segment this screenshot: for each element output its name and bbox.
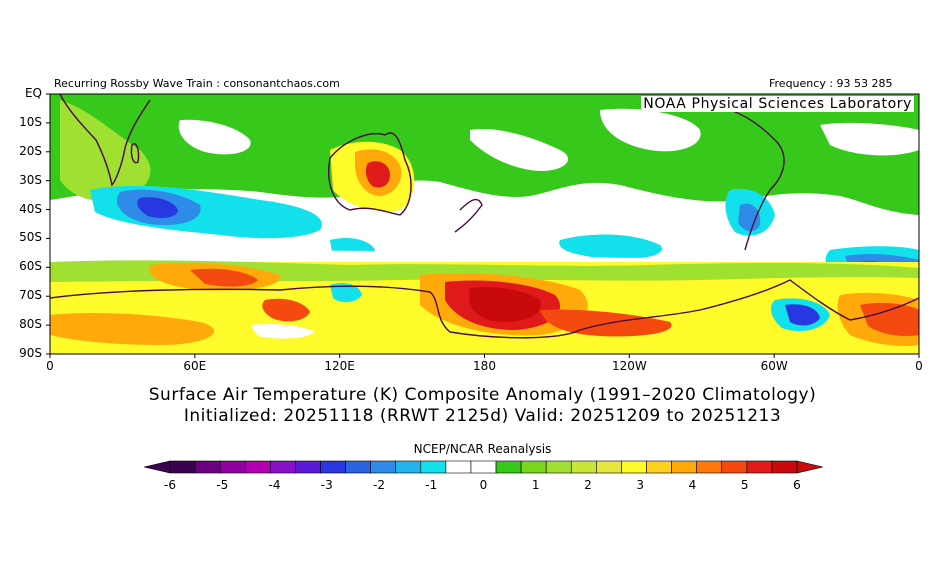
colorbar-tick-label: 0 [479,478,488,492]
coast-newzealand [454,198,483,233]
field-white-gap-2 [600,108,701,152]
colorbar-swatch [671,460,697,474]
colorbar-swatch [395,460,422,474]
field-tropics-green [50,94,919,215]
lon-label: 0 [46,359,54,373]
field-cyan-ant-pocket [330,283,362,303]
field-white-gap-3 [820,122,919,156]
lab-attribution: NOAA Physical Sciences Laboratory [641,96,914,112]
colorbar-tick-label: -3 [320,478,333,492]
coast-antarctica [50,279,919,339]
colorbar-swatch [420,460,447,474]
data-source: NCEP/NCAR Reanalysis [413,442,552,456]
coast-africa [59,94,151,187]
coast-australia [328,132,412,216]
lat-label: 60S [19,259,42,274]
colorbar-tick-label: 4 [688,478,697,492]
lat-label: 40S [19,201,42,216]
field-blue-samerica [738,203,761,232]
colorbar-swatch [470,460,497,474]
field-white-gap-1 [470,129,569,171]
field-blue-weddell [785,304,820,326]
field-orange-80s [50,312,215,345]
colorbar-swatch [295,460,321,474]
colorbar-swatch [721,460,748,474]
field-white-south-band [50,230,919,262]
lat-label: 20S [19,143,42,158]
colorbar-swatch [495,460,522,474]
colorbar-swatch [570,460,597,474]
colorbar-tick-label: -5 [216,478,229,492]
field-red-west [860,302,919,336]
lat-label: 10S [19,114,42,129]
field-white-gap-4 [178,119,251,155]
colorbar-swatch [270,460,296,474]
field-red-ant-east [262,298,310,322]
colorbar-swatch [520,460,547,474]
colorbar-min-arrow [143,460,171,474]
colorbar-max-arrow [796,460,824,474]
colorbar-swatch [646,460,672,474]
lon-label: 60W [760,359,788,373]
colorbar-swatch [445,460,472,474]
lat-label: 70S [19,288,42,303]
chart-title-line1: Surface Air Temperature (K) Composite An… [148,385,817,405]
colorbar-swatch [545,460,572,474]
field-white-ant-pocket [250,323,315,339]
lon-label: 120W [611,359,647,373]
colorbar-swatch [596,460,622,474]
field-cyan-pacific [559,234,662,260]
colorbar-swatch [219,460,246,474]
lon-label: 120E [324,359,355,373]
colorbar-swatch [194,460,221,474]
colorbar-swatch [370,460,397,474]
colorbar-tick-label: -2 [373,478,385,492]
colorbar-swatch [169,460,196,474]
colorbar [143,460,824,474]
colorbar-swatch [345,460,371,474]
colorbar-tick-label: 1 [531,478,540,492]
header-left: Recurring Rossby Wave Train : consonantc… [54,77,340,90]
colorbar-swatch [244,460,271,474]
field-darkblue-southafrica [137,197,178,218]
field-darkred-ross [469,287,541,323]
colorbar-tick-label: -1 [425,478,438,492]
lon-label: 180 [473,359,496,373]
lat-label: 80S [19,317,42,332]
coast-madagascar [130,143,140,164]
field-australia-red [365,161,390,188]
colorbar-tick-label: 3 [636,478,645,492]
colorbar-swatch [320,460,346,474]
colorbar-swatch [771,460,798,474]
chart-title-line2: Initialized: 20251118 (RRWT 2125d) Valid… [183,406,782,426]
lon-label: 60E [183,359,207,373]
lat-label: 50S [19,230,42,245]
colorbar-swatch [696,460,723,474]
colorbar-swatch [746,460,773,474]
colorbar-swatch [621,460,647,474]
colorbar-tick-label: 2 [584,478,592,492]
lat-label: 90S [19,346,42,360]
field-red-east-antarctic [190,268,258,287]
lon-label: 0 [915,359,923,373]
colorbar-tick-label: 5 [740,478,749,492]
lat-label: EQ [24,86,42,100]
colorbar-tick-label: -6 [164,478,176,492]
lat-label: 30S [19,172,42,187]
header-right: Frequency : 93 53 285 [769,77,893,90]
coast-samerica [729,109,785,251]
colorbar-tick-label: -4 [268,478,281,492]
colorbar-tick-label: 6 [793,478,801,492]
